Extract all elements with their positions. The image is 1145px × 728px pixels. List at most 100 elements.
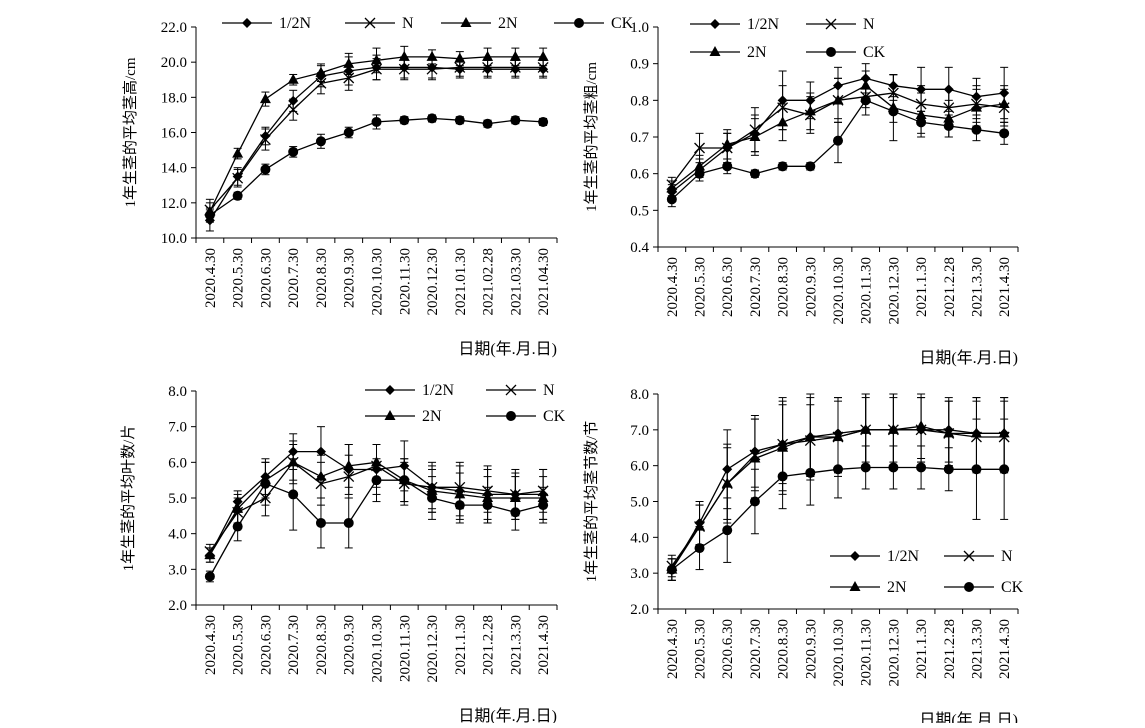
data-point xyxy=(232,172,244,184)
data-point xyxy=(426,63,438,75)
data-point xyxy=(832,94,844,105)
y-tick-label: 22.0 xyxy=(161,20,187,36)
legend: 1/2N N 2N CK xyxy=(690,16,886,61)
legend-marker xyxy=(460,17,472,27)
data-point xyxy=(399,115,410,126)
data-point xyxy=(427,113,438,124)
legend-marker xyxy=(964,582,974,592)
legend-label: 1/2N xyxy=(279,15,311,32)
data-point xyxy=(398,63,410,75)
y-tick-label: 5.0 xyxy=(630,495,649,511)
data-point xyxy=(232,147,244,158)
data-point xyxy=(916,462,927,473)
series-diamond xyxy=(204,54,549,232)
data-point xyxy=(204,549,216,560)
y-tick-label: 7.0 xyxy=(630,423,649,439)
x-tick-label: 2020.6.30 xyxy=(258,248,274,308)
data-point xyxy=(315,77,327,89)
x-tick-label: 2021.01.30 xyxy=(453,248,469,316)
legend-label: 2N xyxy=(887,579,907,596)
y-tick-label: 0.4 xyxy=(630,240,649,256)
x-axis-label: 日期(年.月.日) xyxy=(919,349,1018,367)
legend-marker xyxy=(385,385,395,395)
x-tick-label: 2021.2.28 xyxy=(942,257,958,317)
data-point xyxy=(315,446,326,457)
data-point xyxy=(343,517,354,528)
data-point xyxy=(454,52,466,63)
data-point xyxy=(204,210,215,221)
data-point xyxy=(777,161,788,172)
x-tick-label: 2020.11.30 xyxy=(397,248,413,315)
data-point xyxy=(805,467,816,478)
legend-label: 2N xyxy=(747,44,767,61)
x-tick-label: 2020.6.30 xyxy=(720,619,736,679)
data-point xyxy=(537,61,549,73)
x-tick-label: 2021.1.30 xyxy=(453,615,469,675)
data-point xyxy=(694,142,705,154)
x-tick-label: 2020.8.30 xyxy=(314,248,330,308)
data-point xyxy=(943,121,954,131)
x-tick-label: 2020.9.30 xyxy=(803,257,819,317)
x-tick-label: 2021.2.28 xyxy=(942,619,958,679)
x-tick-label: 2020.10.30 xyxy=(370,248,386,316)
data-point xyxy=(749,168,760,179)
data-point xyxy=(833,135,843,146)
x-tick-label: 2021.3.30 xyxy=(508,615,524,675)
chart-leaves: 2.0 3.0 4.0 5.0 6.0 7.0 8.0 2020.4.30 2020.5.30 2… xyxy=(120,382,566,725)
x-axis-label: 日期(年.月.日) xyxy=(458,340,557,358)
x-tick-label: 2020.10.30 xyxy=(831,619,847,687)
data-point xyxy=(454,115,465,126)
x-tick-label: 2020.6.30 xyxy=(258,615,274,675)
data-point xyxy=(427,493,438,503)
data-point xyxy=(721,138,733,149)
y-tick-label: 20.0 xyxy=(161,55,187,71)
data-point xyxy=(777,471,788,482)
x-axis-label: 日期(年.月.日) xyxy=(919,711,1018,723)
legend: 1/2N N 2N CK xyxy=(365,382,566,425)
data-point xyxy=(999,464,1010,475)
y-tick-label: 3.0 xyxy=(630,566,649,582)
legend-label: N xyxy=(543,382,555,399)
data-point xyxy=(694,168,705,179)
y-tick-label: 0.5 xyxy=(630,203,649,219)
data-point xyxy=(694,160,706,171)
data-point xyxy=(722,161,733,172)
data-point xyxy=(749,452,761,463)
data-point xyxy=(888,462,899,473)
y-tick-label: 7.0 xyxy=(168,420,187,436)
data-point xyxy=(343,57,355,68)
data-point xyxy=(749,496,760,507)
series-triangle xyxy=(204,45,549,221)
data-point xyxy=(232,521,243,532)
legend-marker xyxy=(574,18,584,28)
y-tick-label: 8.0 xyxy=(630,387,649,403)
legend-marker xyxy=(506,411,516,421)
legend-marker xyxy=(826,47,836,57)
series-circle xyxy=(666,418,1010,581)
legend: 1/2N N 2N CK xyxy=(830,548,1024,596)
x-tick-label: 2020.7.30 xyxy=(286,615,302,675)
legend-marker xyxy=(963,550,975,562)
data-point xyxy=(232,190,243,201)
x-tick-label: 2020.9.30 xyxy=(342,248,358,308)
y-tick-label: 1.0 xyxy=(630,20,649,36)
legend-label: CK xyxy=(863,44,886,61)
y-tick-label: 16.0 xyxy=(161,126,187,142)
legend-label: 2N xyxy=(498,15,518,32)
data-point xyxy=(482,61,494,73)
x-tick-label: 2020.9.30 xyxy=(342,615,358,675)
data-point xyxy=(509,61,521,73)
data-point xyxy=(888,106,899,117)
x-tick-label: 2020.12.30 xyxy=(886,619,902,687)
y-tick-label: 0.7 xyxy=(630,130,649,146)
data-point xyxy=(749,131,761,141)
series-circle xyxy=(204,113,549,223)
data-point xyxy=(694,520,706,531)
data-point xyxy=(398,50,410,61)
series-line xyxy=(209,66,544,221)
x-tick-label: 2020.12.30 xyxy=(425,248,441,316)
x-tick-label: 2020.7.30 xyxy=(748,619,764,679)
legend-label: 1/2N xyxy=(887,548,919,565)
data-point xyxy=(482,118,493,129)
